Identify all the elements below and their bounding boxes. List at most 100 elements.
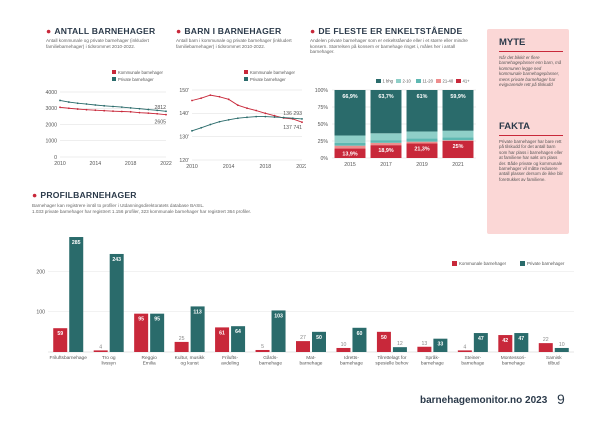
value-label: 63,7%	[378, 94, 393, 100]
data-point	[264, 112, 267, 115]
legend-label: 2-10	[403, 79, 412, 84]
y-tick-label: 50%	[318, 122, 329, 128]
bar-segment	[334, 145, 366, 149]
footer-brand: barnehagemonitor.no 2023	[420, 395, 548, 406]
end-label: 2605	[154, 120, 166, 126]
bar	[174, 341, 189, 352]
x-tick-label: Samisk	[546, 355, 562, 361]
bar	[538, 343, 553, 352]
data-point	[227, 98, 230, 101]
bar-segment	[370, 90, 402, 134]
y-tick-label: 2000	[45, 122, 57, 128]
data-point	[120, 106, 123, 109]
data-point	[76, 108, 79, 110]
value-label: 47	[518, 336, 524, 342]
value-label: 95	[154, 317, 160, 323]
bar-segment	[442, 137, 474, 141]
data-point	[246, 116, 248, 119]
data-point	[218, 95, 221, 98]
x-tick-label: barnehage	[300, 361, 323, 367]
x-tick-label: barnehage	[502, 361, 525, 367]
value-label: 10	[341, 342, 347, 348]
y-tick-label: 3000	[45, 106, 57, 112]
y-tick-label: 150'	[179, 88, 189, 94]
barn-title: ● BARN I BARNEHAGER	[176, 26, 282, 36]
x-tick-label: barnehage	[259, 361, 282, 367]
enkelt-subtitle: Andelen private barnehager som er enkelt…	[310, 38, 468, 55]
x-tick-label: 2018	[125, 161, 137, 167]
x-tick-label: 2022	[160, 161, 172, 167]
bar	[554, 347, 569, 352]
x-tick-label: barnehage	[421, 361, 444, 367]
antall-chart: 0 1000 2000 3000 4000 2010 2014 2018 2022 Kommuna…	[45, 70, 172, 167]
data-point	[129, 110, 132, 113]
x-tick-label: Kultur, musikk	[175, 355, 205, 361]
value-label: 243	[112, 257, 121, 263]
bar-segment	[406, 138, 438, 142]
data-point	[112, 105, 114, 108]
data-point	[191, 99, 193, 102]
x-tick-label: Idretts-	[344, 355, 359, 361]
value-label: 285	[72, 240, 81, 246]
x-tick-label: 2019	[416, 162, 428, 168]
x-tick-label: livssyn	[101, 361, 116, 367]
data-point	[165, 110, 167, 113]
x-tick-label: Steiner-	[464, 355, 481, 361]
bar-segment	[442, 141, 474, 158]
data-point	[112, 110, 114, 113]
y-tick-label: 100%	[315, 88, 329, 94]
y-tick-label: 120'	[179, 158, 189, 164]
profil-chart: 100 200 59 285 Friluftsbarnehage 4 243 Tro ogli…	[36, 237, 574, 367]
legend-label: Private barnehager	[250, 77, 286, 82]
fact-text: Private barnehager har bare rett på tils…	[499, 139, 563, 182]
data-point	[67, 107, 70, 110]
bar-segment	[334, 90, 366, 136]
x-tick-label: Frilufts-	[222, 355, 238, 361]
legend-swatch	[244, 77, 248, 81]
x-tick-label: 2015	[344, 162, 356, 168]
legend-swatch	[436, 79, 441, 83]
bar	[255, 349, 270, 352]
value-label: 4	[99, 344, 102, 350]
legend-swatch	[452, 261, 457, 266]
bar	[134, 313, 149, 352]
myth-text: Når det bikkit er flere barnehageplasser…	[499, 55, 562, 88]
data-point	[301, 118, 303, 120]
data-point	[129, 107, 132, 109]
value-label: 66,9%	[342, 94, 357, 100]
x-tick-label: 2014	[223, 164, 235, 170]
data-point	[147, 108, 150, 111]
profil-title: ● PROFILBARNEHAGER	[32, 190, 137, 200]
data-point	[200, 126, 203, 129]
x-tick-label: Friluftsbarnehage	[50, 355, 88, 361]
x-tick-label: 2022	[296, 164, 306, 170]
data-point	[156, 109, 159, 112]
value-label: 18,9%	[378, 148, 393, 154]
bar-segment	[406, 90, 438, 132]
x-tick-label: Reggio	[142, 355, 158, 361]
bar	[433, 338, 448, 352]
x-tick-label: 2018	[260, 164, 272, 170]
fact-title: FAKTA	[499, 121, 530, 132]
x-tick-label: 2014	[90, 161, 102, 167]
value-label: 22	[543, 337, 549, 343]
bar-segment	[334, 148, 366, 158]
y-tick-label: 100	[36, 310, 45, 316]
bar	[150, 313, 165, 352]
x-tick-label: Språk-	[425, 354, 440, 361]
value-label: 61%	[417, 94, 428, 100]
y-tick-label: 130'	[179, 134, 189, 140]
barn-subtitle: Antall barn i kommunale og private barne…	[176, 38, 292, 49]
value-label: 59	[57, 331, 63, 337]
value-label: 47	[478, 336, 484, 342]
x-tick-label: Tilrettelagt for	[377, 355, 407, 361]
data-point	[67, 101, 70, 103]
data-point	[227, 118, 230, 121]
data-point	[59, 106, 61, 109]
y-tick-label: 140'	[179, 111, 189, 117]
antall-title: ● ANTALL BARNEHAGER	[46, 26, 156, 36]
value-label: 64	[235, 329, 241, 335]
bar-segment	[442, 130, 474, 138]
x-tick-label: 2017	[380, 162, 392, 168]
legend-swatch	[112, 77, 116, 81]
